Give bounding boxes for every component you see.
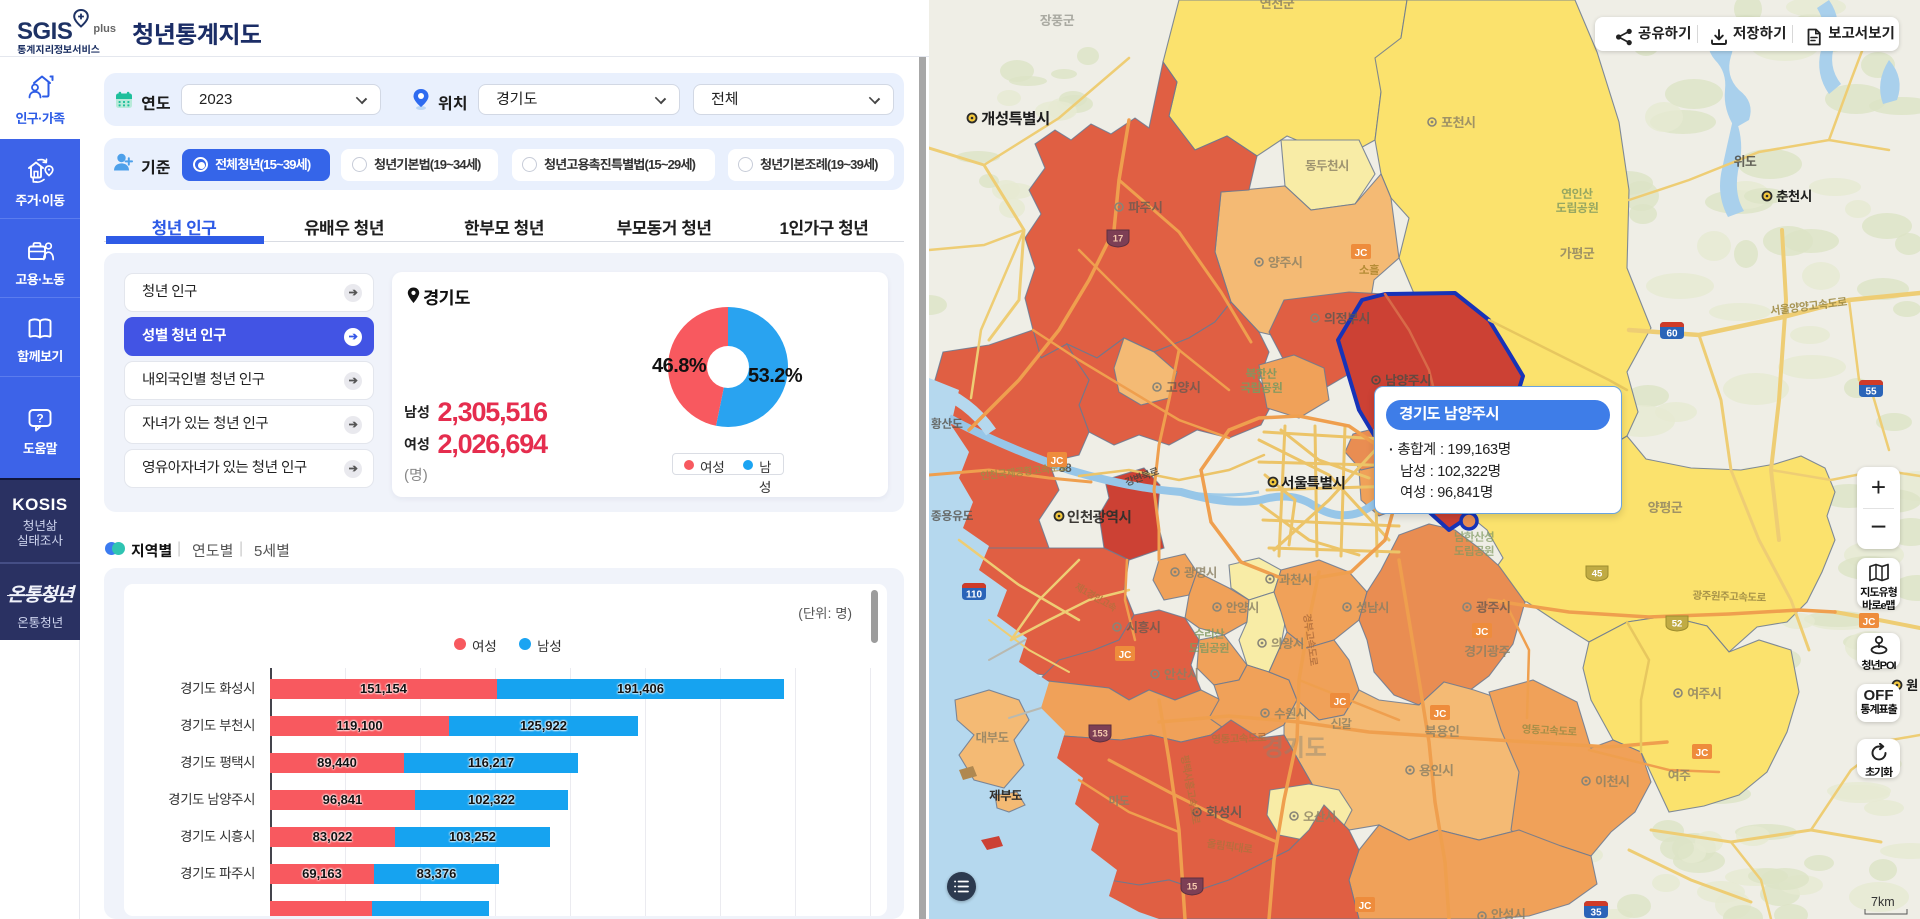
svg-text:화성시: 화성시 <box>1206 805 1242 820</box>
svg-text:대부도: 대부도 <box>975 731 1009 745</box>
svg-text:영동고속도로: 영동고속도로 <box>1211 732 1267 746</box>
svg-text:JC: JC <box>1434 709 1447 720</box>
svg-text:광주시: 광주시 <box>1476 600 1510 615</box>
svg-text:JC: JC <box>1359 901 1372 912</box>
svg-text:성남시: 성남시 <box>1356 601 1389 615</box>
svg-text:JC: JC <box>1476 627 1489 638</box>
svg-text:소흘: 소흘 <box>1359 264 1379 277</box>
svg-text:수원시: 수원시 <box>1274 707 1307 721</box>
svg-text:서울특별시: 서울특별시 <box>1281 475 1345 492</box>
svg-text:이천시: 이천시 <box>1595 774 1629 789</box>
svg-text:과천시: 과천시 <box>1279 573 1312 587</box>
svg-text:장풍군: 장풍군 <box>1040 13 1075 28</box>
svg-text:JC: JC <box>1051 456 1064 467</box>
svg-text:가평군: 가평군 <box>1560 246 1595 261</box>
svg-text:원: 원 <box>1906 678 1918 693</box>
svg-text:52: 52 <box>1672 619 1683 630</box>
svg-text:북한산: 북한산 <box>1245 367 1277 381</box>
svg-text:오산시: 오산시 <box>1303 810 1336 824</box>
svg-text:마도: 마도 <box>1108 794 1130 808</box>
svg-text:경기도: 경기도 <box>1262 735 1327 762</box>
svg-text:도립공원: 도립공원 <box>1556 201 1599 215</box>
svg-text:종용유도: 종용유도 <box>931 509 974 523</box>
svg-text:도립공원: 도립공원 <box>1454 545 1494 558</box>
svg-text:의왕시: 의왕시 <box>1271 637 1304 651</box>
svg-text:수리산: 수리산 <box>1194 628 1225 641</box>
svg-text:개성특별시: 개성특별시 <box>981 110 1050 128</box>
svg-text:60: 60 <box>1666 329 1678 340</box>
svg-text:도립공원: 도립공원 <box>1189 642 1229 655</box>
svg-text:고양시: 고양시 <box>1166 380 1200 395</box>
svg-text:남한산성: 남한산성 <box>1454 531 1494 544</box>
svg-text:?: ? <box>36 412 43 426</box>
svg-text:연천군: 연천군 <box>1260 0 1295 11</box>
svg-text:여주시: 여주시 <box>1687 686 1721 701</box>
svg-text:인천광역시: 인천광역시 <box>1067 509 1131 526</box>
svg-text:신갈: 신갈 <box>1330 717 1352 731</box>
svg-text:국립공원: 국립공원 <box>1240 381 1283 395</box>
svg-text:153: 153 <box>1092 729 1108 740</box>
svg-text:경기광주: 경기광주 <box>1464 644 1510 659</box>
svg-text:제부도: 제부도 <box>989 789 1023 803</box>
svg-text:시흥시: 시흥시 <box>1126 620 1160 635</box>
svg-text:양평군: 양평군 <box>1648 500 1683 515</box>
svg-text:위도: 위도 <box>1734 154 1757 169</box>
svg-text:35: 35 <box>1590 908 1602 919</box>
svg-text:올림픽대로: 올림픽대로 <box>1206 837 1254 856</box>
svg-text:JC: JC <box>1355 248 1368 259</box>
svg-text:동두천시: 동두천시 <box>1305 159 1349 173</box>
svg-text:북용인: 북용인 <box>1425 724 1459 739</box>
svg-text:110: 110 <box>966 590 983 601</box>
svg-text:용인시: 용인시 <box>1419 763 1453 778</box>
svg-text:17: 17 <box>1113 234 1124 245</box>
svg-text:광명시: 광명시 <box>1184 566 1217 580</box>
svg-text:JC: JC <box>1696 748 1709 759</box>
svg-text:의정부시: 의정부시 <box>1324 311 1370 326</box>
svg-text:15: 15 <box>1187 882 1198 893</box>
svg-text:안성시: 안성시 <box>1491 907 1525 919</box>
svg-text:JC: JC <box>1334 697 1347 708</box>
svg-text:JC: JC <box>1119 650 1132 661</box>
svg-text:45: 45 <box>1592 569 1603 580</box>
svg-text:춘천시: 춘천시 <box>1776 189 1812 204</box>
svg-text:황산도: 황산도 <box>931 417 963 431</box>
svg-text:안양시: 안양시 <box>1226 601 1259 615</box>
svg-text:연인산: 연인산 <box>1561 187 1593 201</box>
svg-text:파주시: 파주시 <box>1128 200 1162 215</box>
svg-text:안산시: 안산시 <box>1164 667 1198 682</box>
svg-text:55: 55 <box>1865 387 1877 398</box>
svg-text:남양주시: 남양주시 <box>1385 373 1431 388</box>
svg-text:광주원주고속도로: 광주원주고속도로 <box>1692 590 1766 605</box>
svg-text:여주: 여주 <box>1668 768 1691 783</box>
svg-text:양주시: 양주시 <box>1268 255 1302 270</box>
svg-text:포천시: 포천시 <box>1441 115 1475 130</box>
svg-text:JC: JC <box>1863 617 1876 628</box>
svg-text:영동고속도로: 영동고속도로 <box>1521 724 1577 739</box>
